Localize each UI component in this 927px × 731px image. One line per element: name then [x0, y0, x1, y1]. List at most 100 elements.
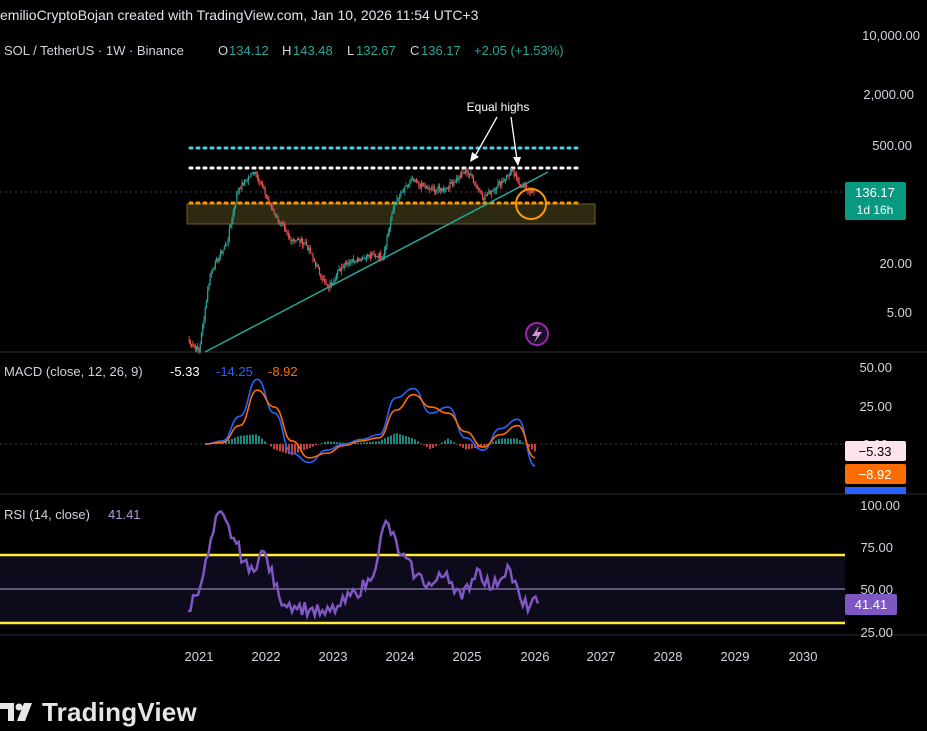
candle	[286, 230, 288, 234]
candle	[188, 339, 190, 341]
lightning-icon[interactable]	[525, 322, 549, 346]
candle	[518, 180, 520, 185]
candle	[438, 186, 441, 189]
macd-histogram-bar	[258, 435, 260, 444]
candle	[386, 237, 388, 247]
candle	[398, 196, 401, 198]
macd-histogram-bar	[459, 444, 461, 447]
candle	[189, 340, 191, 345]
candle	[303, 242, 305, 245]
candle	[199, 343, 201, 352]
macd-histogram-bar	[354, 442, 356, 444]
candle	[382, 256, 384, 258]
candle	[335, 274, 338, 280]
macd-histogram-bar	[363, 442, 365, 444]
candle	[219, 251, 222, 258]
trendline[interactable]	[204, 171, 549, 353]
macd-histogram-bar	[366, 442, 368, 444]
macd-value-hist: -5.33	[170, 364, 200, 379]
candle	[240, 188, 242, 190]
macd-histogram-bar	[486, 444, 488, 445]
candle	[376, 256, 378, 258]
rsi-tick: 50.00	[860, 582, 893, 597]
candle	[256, 173, 259, 179]
candle	[405, 185, 407, 187]
macd-histogram-bar	[294, 444, 296, 454]
macd-histogram-bar	[531, 444, 533, 450]
candle	[259, 181, 261, 183]
candle	[532, 188, 534, 192]
candle	[427, 186, 429, 188]
candle	[475, 184, 477, 186]
candle	[324, 279, 326, 282]
macd-histogram-bar	[228, 439, 230, 444]
macd-histogram-bar	[387, 436, 389, 444]
candle	[368, 254, 370, 257]
macd-histogram-bar	[435, 444, 437, 447]
candle	[274, 213, 277, 217]
candle	[290, 237, 292, 242]
macd-histogram-bar	[384, 438, 386, 444]
candle	[354, 261, 356, 263]
macd-histogram-bar	[378, 441, 380, 444]
candle	[402, 191, 405, 193]
candle	[371, 253, 373, 257]
header-text: emilioCryptoBojan created with TradingVi…	[0, 7, 479, 23]
macd-histogram-bar	[513, 438, 515, 444]
macd-histogram-bar	[429, 444, 431, 450]
macd-histogram-bar	[432, 444, 434, 449]
tradingview-logo-icon	[0, 703, 32, 721]
candle	[238, 188, 240, 191]
candle	[411, 178, 414, 180]
candle	[276, 215, 278, 217]
candle	[406, 185, 408, 187]
macd-histogram-bar	[270, 444, 272, 447]
candle	[226, 243, 228, 245]
highlight-circle	[515, 188, 547, 220]
candle	[372, 253, 374, 255]
candle	[414, 179, 416, 182]
legend-change: +2.05 (+1.53%)	[474, 43, 564, 58]
candle	[200, 332, 203, 344]
macd-histogram-bar	[282, 444, 284, 453]
equal-highs-arrow-left	[473, 116, 498, 159]
candle	[299, 239, 301, 243]
candle	[497, 183, 499, 189]
macd-badge-3	[845, 487, 906, 494]
candle	[516, 174, 518, 177]
candle	[221, 251, 223, 254]
candle	[523, 185, 525, 187]
candle	[231, 220, 233, 226]
candle	[472, 178, 475, 184]
macd-histogram-bar	[252, 434, 254, 444]
price-tick: 10,000.00	[862, 28, 920, 43]
candle	[465, 169, 467, 174]
candle	[343, 264, 345, 268]
candle	[383, 250, 386, 257]
candle	[295, 240, 297, 242]
macd-histogram-bar	[495, 440, 497, 444]
macd-histogram-bar	[306, 444, 308, 450]
candle	[463, 173, 465, 174]
candle	[428, 187, 430, 190]
rsi-tick: 75.00	[860, 540, 893, 555]
candle	[369, 254, 371, 257]
candle	[489, 190, 491, 194]
equal-highs-arrow-right	[510, 116, 518, 161]
candle	[423, 186, 425, 187]
macd-histogram-bar	[408, 437, 410, 444]
time-tick: 2027	[587, 649, 616, 664]
candle	[426, 186, 428, 189]
legend-low-label: L	[347, 43, 354, 58]
candle	[247, 177, 249, 181]
candle	[432, 186, 434, 188]
candle	[197, 346, 199, 350]
macd-histogram-bar	[330, 441, 332, 444]
candle	[281, 222, 283, 225]
candle	[502, 181, 504, 182]
candle	[514, 174, 516, 176]
candle	[283, 225, 286, 229]
candle	[483, 198, 485, 200]
candle	[309, 247, 311, 254]
